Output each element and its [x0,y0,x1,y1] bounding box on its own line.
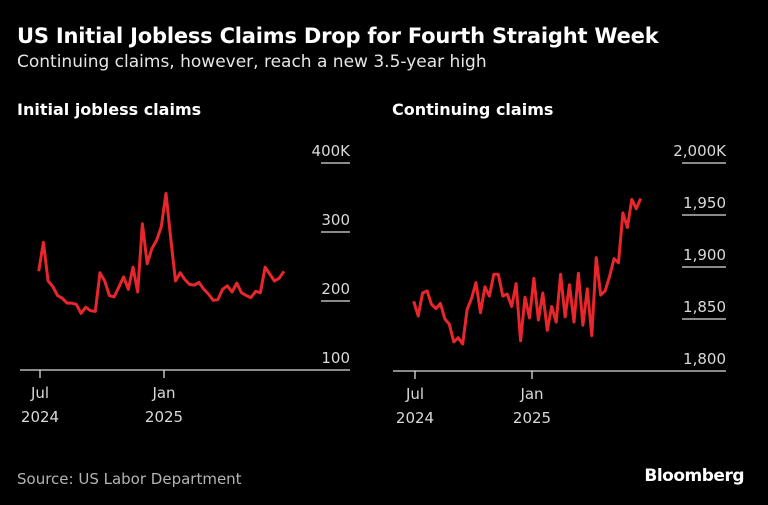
x-tick-label: Jul [30,384,49,402]
initial-claims-line [37,191,286,315]
chart-subtitle: Continuing claims, however, reach a new … [17,52,487,72]
x-tick-label: Jan [151,384,175,402]
y-tick-label: 2,000K [673,142,727,160]
source-note: Source: US Labor Department [17,470,242,488]
y-tick-label: 1,950 [683,194,726,212]
continuing-claims-line [412,197,643,346]
y-tick-label: 200 [321,280,350,298]
x-tick-label: Jul [405,385,424,403]
x-tick-label: Jan [519,385,543,403]
x-tick-label: 2024 [21,408,59,426]
x-tick-label: 2025 [145,408,183,426]
bloomberg-logo: Bloomberg [644,466,744,486]
initial-claims-title: Initial jobless claims [17,100,202,119]
y-tick-label: 1,850 [683,298,726,316]
y-tick-label: 400K [312,142,352,160]
y-tick-label: 300 [321,211,350,229]
chart-title: US Initial Jobless Claims Drop for Fourt… [17,24,659,48]
y-tick-label: 100 [321,349,350,367]
y-tick-label: 1,800 [683,350,726,368]
x-tick-label: 2024 [396,409,434,427]
continuing-claims-title: Continuing claims [392,100,554,119]
y-tick-label: 1,900 [683,246,726,264]
x-tick-label: 2025 [513,409,551,427]
